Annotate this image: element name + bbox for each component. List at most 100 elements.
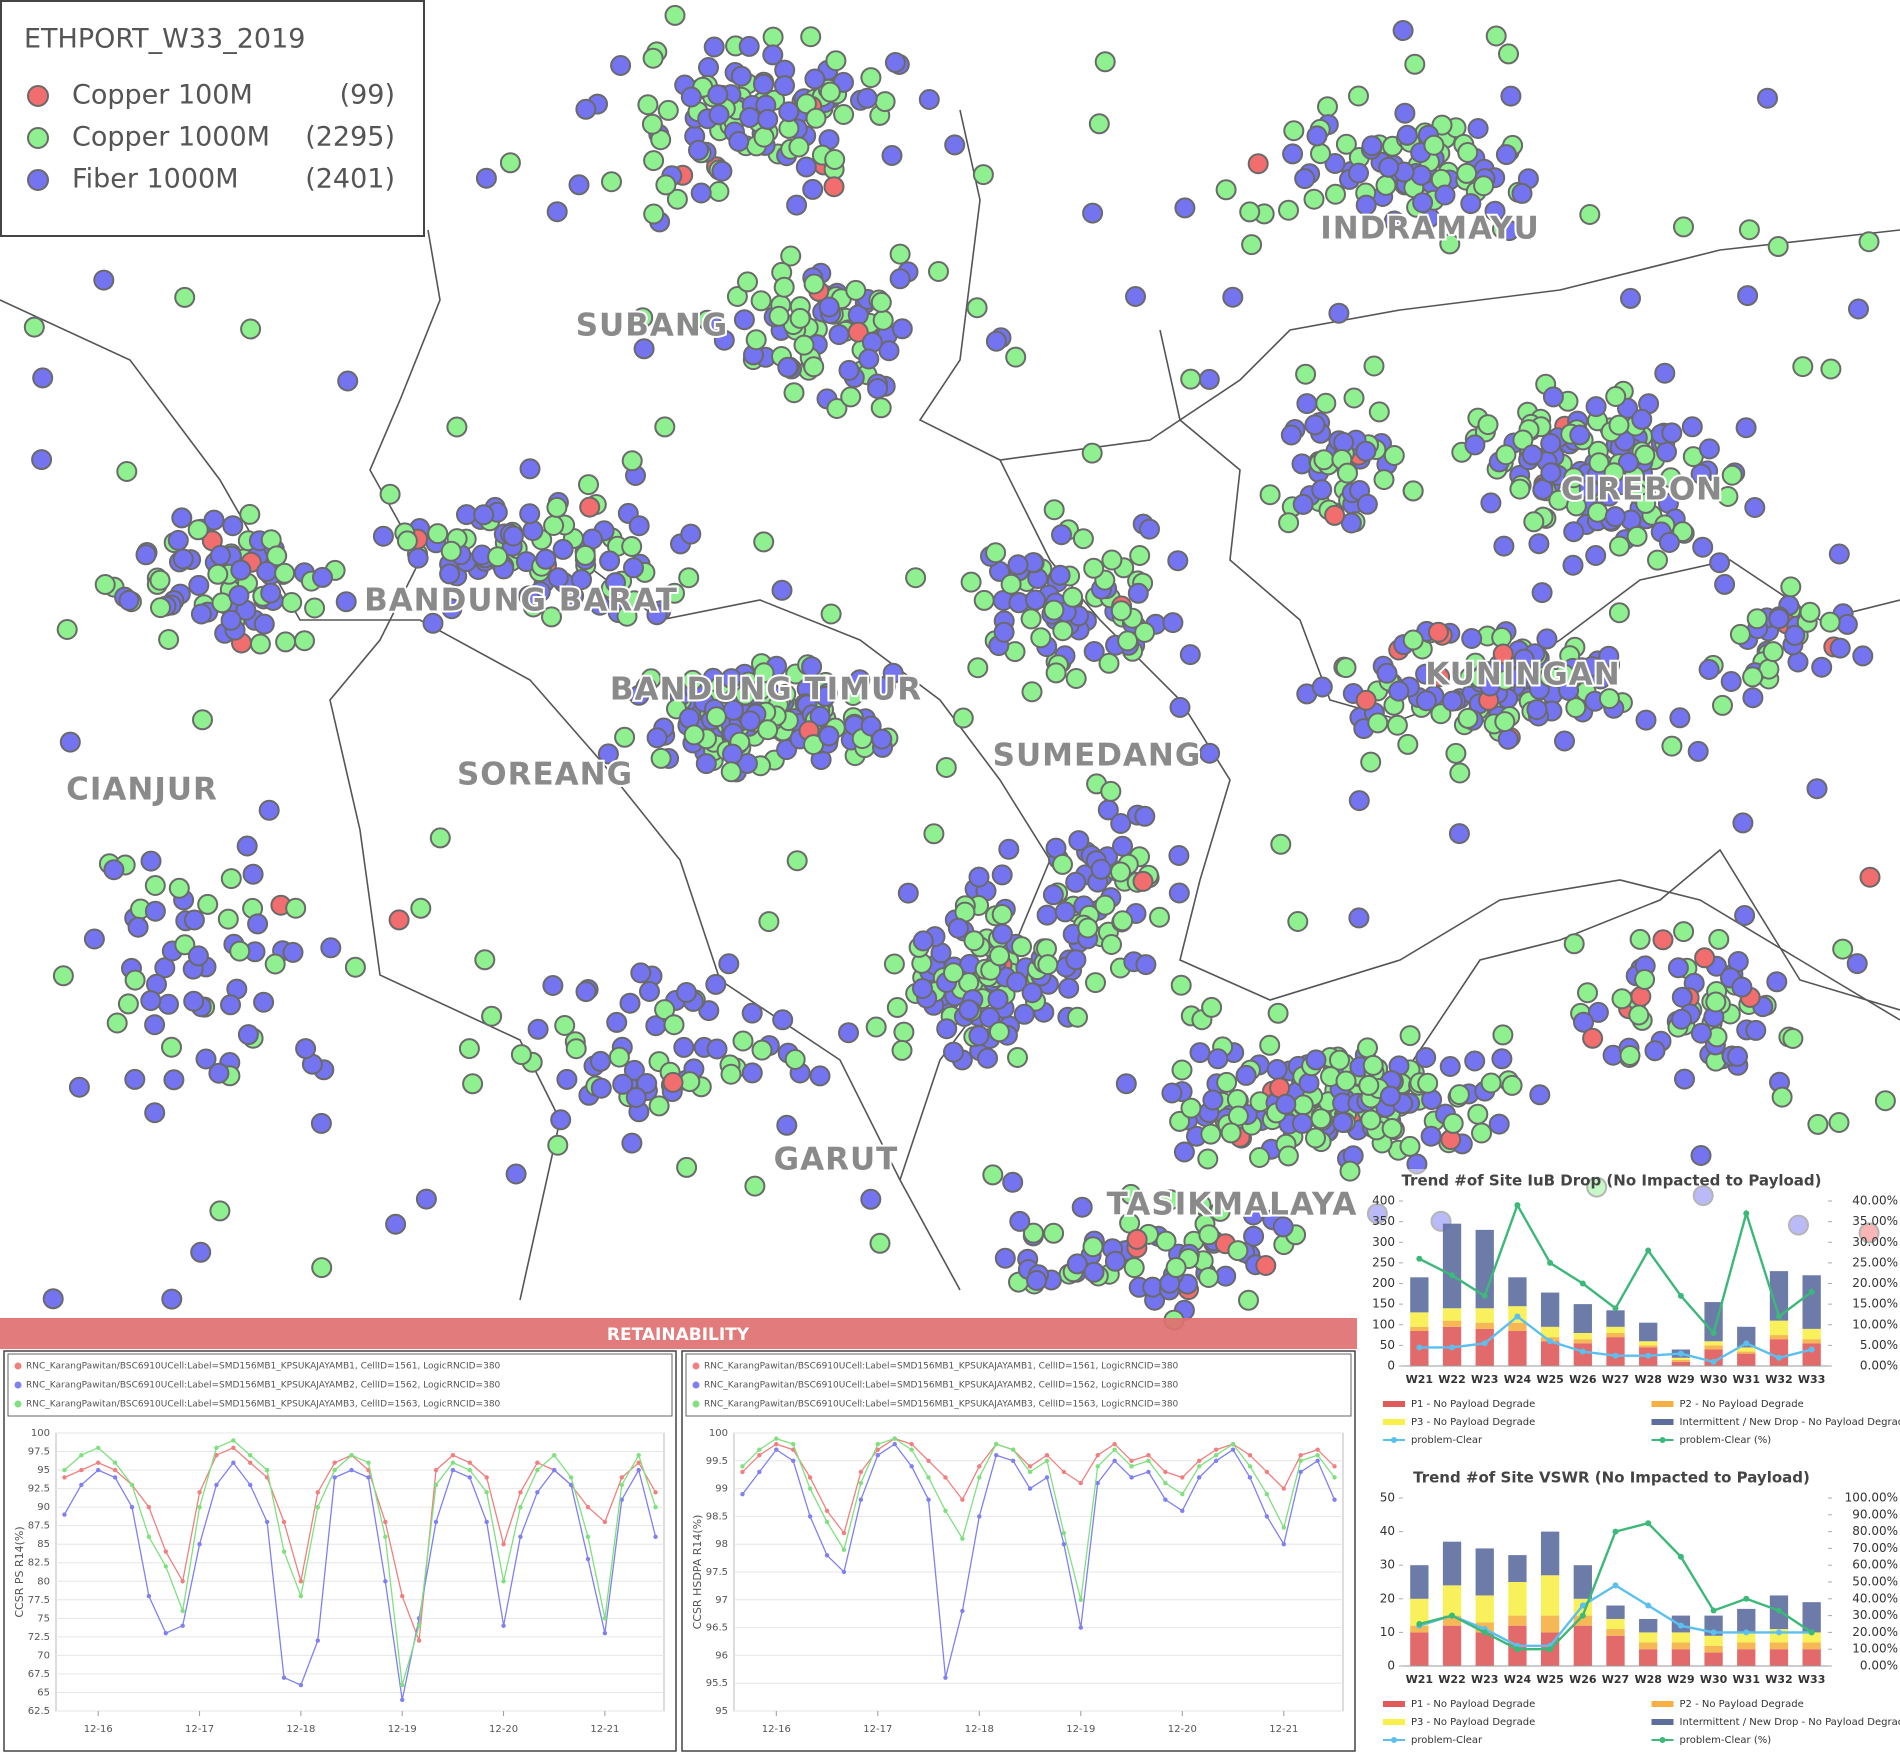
site-dot	[1471, 1122, 1492, 1144]
bar-segment	[1606, 1333, 1625, 1338]
site-dot	[1310, 1108, 1332, 1130]
site-dot	[52, 965, 74, 987]
bar-segment	[1671, 1649, 1691, 1666]
site-dot	[266, 545, 288, 567]
y2-tick-label: 30.00%	[1852, 1235, 1898, 1249]
point	[1146, 1453, 1151, 1458]
site-dot	[1698, 659, 1720, 680]
bar-segment	[1573, 1304, 1592, 1333]
point	[960, 1608, 965, 1614]
site-dot	[662, 1071, 684, 1093]
point	[383, 1579, 388, 1584]
site-dot	[987, 988, 1009, 1010]
bar-segment	[1508, 1555, 1527, 1582]
site-dot	[1767, 236, 1789, 257]
bar-segment	[1475, 1308, 1494, 1323]
site-dot	[1180, 1097, 1202, 1119]
point	[400, 1593, 405, 1599]
point	[264, 1519, 270, 1525]
site-dot	[208, 1062, 230, 1084]
site-dot	[1673, 921, 1695, 943]
legend-marker	[27, 127, 49, 149]
site-dot	[905, 567, 927, 589]
legend-marker	[27, 85, 49, 107]
site-dot	[260, 582, 282, 604]
site-dot	[1049, 564, 1071, 586]
site-dot	[1569, 424, 1591, 446]
site-dot	[874, 91, 896, 113]
y2-tick-label: 15.00%	[1852, 1297, 1898, 1311]
x-tick-label: W25	[1536, 1673, 1563, 1686]
bar-segment	[1410, 1565, 1429, 1599]
point	[197, 1490, 202, 1495]
bar-segment	[1737, 1353, 1756, 1366]
site-dot	[1585, 545, 1607, 566]
site-dot	[826, 398, 848, 419]
site-dot	[865, 1016, 887, 1038]
region-label: GARUT	[774, 1142, 899, 1178]
legend-label: P1 - No Payload Degrade	[1411, 1699, 1535, 1710]
site-dot	[1071, 1196, 1093, 1218]
site-dot	[1134, 621, 1156, 643]
site-dot	[1239, 201, 1261, 223]
site-dot	[860, 67, 882, 89]
site-dot	[1467, 118, 1489, 139]
point	[1775, 1313, 1782, 1320]
site-dot	[543, 515, 565, 536]
site-dot	[625, 1087, 647, 1108]
site-dot	[728, 131, 750, 152]
site-dot	[698, 1000, 720, 1022]
point	[180, 1623, 185, 1628]
point	[146, 1534, 152, 1539]
y2-tick-label: 90.00%	[1852, 1507, 1898, 1521]
site-dot	[190, 1241, 212, 1263]
site-dot	[187, 945, 209, 967]
bar-segment	[1573, 1625, 1592, 1666]
site-dot	[207, 563, 229, 585]
site-dot	[1202, 1089, 1224, 1111]
site-dot	[197, 893, 219, 915]
point	[824, 1553, 830, 1558]
site-dot	[655, 174, 677, 196]
site-dot	[1811, 656, 1833, 678]
site-dot	[803, 734, 824, 756]
point	[1612, 1582, 1619, 1589]
point	[774, 1447, 779, 1452]
y-tick-label: 67.5	[28, 1669, 50, 1680]
site-dot	[1247, 153, 1269, 175]
site-dot	[889, 268, 911, 290]
x-tick-label: W28	[1634, 1673, 1661, 1686]
point	[518, 1534, 523, 1539]
site-dot	[1460, 193, 1482, 215]
boundary	[0, 299, 961, 1291]
site-dot	[1311, 676, 1333, 698]
point	[96, 1445, 101, 1451]
site-dot	[1083, 641, 1105, 662]
site-dot	[1619, 1045, 1641, 1066]
bar-segment	[1540, 1341, 1560, 1366]
point	[1163, 1480, 1168, 1486]
site-dot	[1829, 637, 1851, 659]
site-dot	[1404, 53, 1426, 75]
y-tick-label: 0	[1387, 1659, 1395, 1673]
y-axis-label: CCSR PS R14(%)	[13, 1526, 26, 1617]
site-dot	[1007, 1047, 1028, 1068]
site-dot	[1363, 355, 1385, 377]
point	[129, 1504, 135, 1510]
site-dot	[1611, 988, 1633, 1010]
x-tick-label: 12-19	[1066, 1724, 1095, 1735]
site-dot	[786, 850, 808, 872]
site-dot	[664, 582, 685, 604]
site-dot	[1110, 813, 1132, 834]
site-dot	[1337, 462, 1358, 484]
bar-segment	[1475, 1595, 1494, 1623]
site-dot	[56, 619, 78, 640]
site-dot	[1054, 901, 1076, 923]
bar-segment	[1737, 1632, 1756, 1643]
y-tick-label: 87.5	[28, 1521, 50, 1532]
x-tick-label: W32	[1765, 1373, 1792, 1386]
site-dot	[800, 26, 822, 48]
site-dot	[884, 52, 906, 73]
site-dot	[1317, 96, 1338, 118]
site-dot	[621, 450, 643, 472]
